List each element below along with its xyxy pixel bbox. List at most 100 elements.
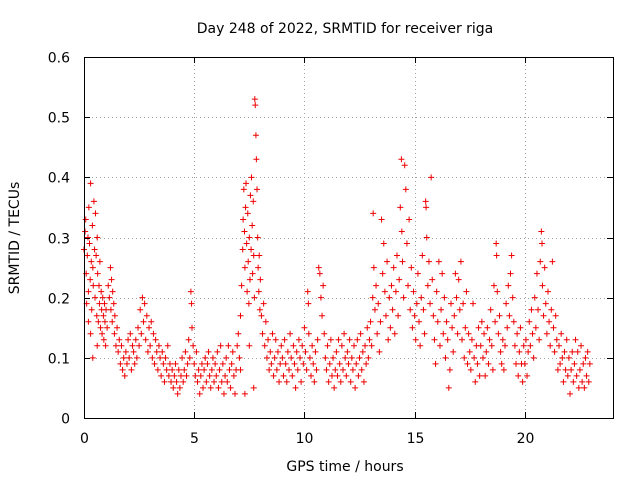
data-point [353, 360, 360, 367]
data-point [107, 306, 114, 313]
data-point [265, 336, 272, 343]
data-point [442, 354, 449, 361]
data-point [333, 348, 340, 355]
data-point [363, 360, 370, 367]
data-point [546, 318, 553, 325]
data-point [370, 210, 377, 217]
data-point [369, 294, 376, 301]
data-point [564, 372, 571, 379]
data-point [161, 378, 168, 385]
data-point [417, 342, 424, 349]
data-point [132, 336, 139, 343]
data-point [568, 366, 575, 373]
data-point [366, 336, 373, 343]
data-point [511, 342, 518, 349]
data-point [295, 336, 302, 343]
data-point [209, 354, 216, 361]
data-point [397, 204, 404, 211]
data-point [354, 336, 361, 343]
data-point [184, 360, 191, 367]
data-point [398, 228, 405, 235]
data-point [472, 378, 479, 385]
data-point [362, 342, 369, 349]
data-point [513, 360, 520, 367]
data-point [429, 276, 436, 283]
data-point [581, 384, 588, 391]
data-point [86, 240, 93, 247]
data-point [95, 318, 102, 325]
data-point [228, 360, 235, 367]
data-point [107, 264, 114, 271]
data-point [349, 366, 356, 373]
data-point [440, 330, 447, 337]
data-point [262, 318, 269, 325]
x-tick-label: 15 [407, 431, 425, 447]
data-point [338, 342, 345, 349]
data-point [165, 372, 172, 379]
data-point [158, 372, 165, 379]
data-point [218, 378, 225, 385]
data-point [520, 342, 527, 349]
data-point [550, 324, 557, 331]
data-point [389, 306, 396, 313]
data-point [418, 294, 425, 301]
data-point [179, 354, 186, 361]
data-point [251, 96, 258, 103]
data-point [400, 294, 407, 301]
data-point [189, 324, 196, 331]
data-point [565, 354, 572, 361]
data-point [409, 324, 416, 331]
data-point [330, 354, 337, 361]
data-point [269, 330, 276, 337]
data-point [128, 366, 135, 373]
data-point [412, 336, 419, 343]
y-tick-labels: 0 0.1 0.2 0.3 0.4 0.5 0.6 [48, 51, 70, 428]
data-point [327, 336, 334, 343]
data-point [246, 276, 253, 283]
y-tick-label: 0 [61, 412, 70, 428]
data-point [255, 264, 262, 271]
data-point [324, 342, 331, 349]
data-point [459, 336, 466, 343]
data-point [575, 384, 582, 391]
data-point [453, 294, 460, 301]
data-point [105, 282, 112, 289]
data-point [555, 342, 562, 349]
data-point [435, 258, 442, 265]
data-point [468, 336, 475, 343]
grid-lines [84, 57, 613, 418]
data-point [247, 192, 254, 199]
data-point [407, 306, 414, 313]
data-point [521, 360, 528, 367]
data-point [471, 354, 478, 361]
data-point [504, 324, 511, 331]
axis-ticks [84, 57, 613, 419]
data-point [143, 312, 150, 319]
data-point [91, 246, 98, 253]
data-point [297, 354, 304, 361]
data-point [256, 306, 263, 313]
data-point [194, 378, 201, 385]
data-point [570, 378, 577, 385]
data-point [237, 366, 244, 373]
data-point [382, 312, 389, 319]
data-point [452, 270, 459, 277]
data-point [180, 378, 187, 385]
data-point [173, 378, 180, 385]
data-point [483, 348, 490, 355]
data-point [100, 312, 107, 319]
data-point [554, 366, 561, 373]
data-point [314, 336, 321, 343]
data-point [82, 228, 89, 235]
data-point [332, 366, 339, 373]
data-point [201, 366, 208, 373]
data-point [159, 348, 166, 355]
data-point [358, 366, 365, 373]
data-point [217, 342, 224, 349]
data-point [322, 354, 329, 361]
data-point [498, 360, 505, 367]
data-point [122, 348, 129, 355]
data-point [84, 252, 91, 259]
data-point [455, 276, 462, 283]
data-point [135, 324, 142, 331]
